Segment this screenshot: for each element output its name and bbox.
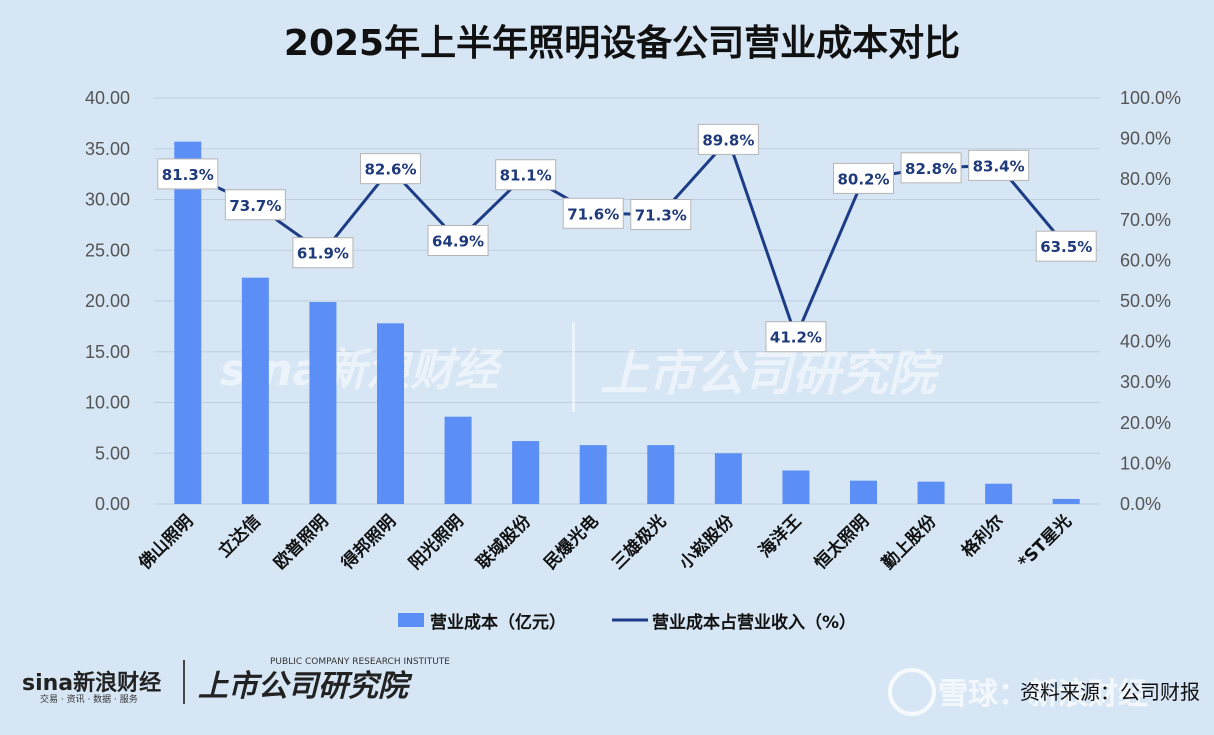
legend-bar-swatch (398, 613, 424, 627)
data-label-box (360, 153, 421, 185)
data-label-box (765, 321, 827, 353)
left-tick-label: 35.00 (85, 139, 130, 159)
chart-title: 2025年上半年照明设备公司营业成本对比 (284, 23, 960, 64)
data-label-box (157, 158, 219, 190)
data-label-box (630, 199, 692, 231)
category-label: 格利尔 (957, 511, 1008, 562)
bar (782, 470, 810, 504)
legend: 营业成本（亿元） 营业成本占营业收入（%） (398, 612, 856, 633)
xueqiu-icon (888, 668, 936, 716)
line-series: 81.3% 73.7% 61.9% 82.6% 64.9% 81.1% 71.6% 71.3%… (157, 123, 1097, 353)
data-label-box (495, 159, 557, 191)
data-label-box (900, 152, 962, 184)
brand-divider (183, 660, 185, 704)
right-tick-label: 0.0% (1120, 494, 1161, 514)
source-note: 资料来源：公司财报 (1020, 680, 1200, 704)
data-label: 61.9% (297, 245, 349, 263)
data-label-box (292, 237, 354, 269)
left-tick-label: 40.00 (85, 88, 130, 108)
legend-bar-label: 营业成本（亿元） (430, 612, 566, 633)
category-label: 欧普照明 (270, 511, 333, 574)
left-tick-label: 15.00 (85, 342, 130, 362)
data-label: 63.5% (1040, 238, 1092, 256)
bar (309, 302, 337, 504)
left-tick-label: 20.00 (85, 291, 130, 311)
category-label: 恒太照明 (810, 511, 873, 574)
right-tick-label: 100.0% (1120, 88, 1181, 108)
xueqiu-watermark: 雪球：新浪财经 (888, 668, 1148, 716)
data-label-box (562, 197, 624, 229)
bar (917, 481, 945, 504)
bar (1052, 498, 1080, 504)
right-tick-label: 20.0% (1120, 413, 1171, 433)
data-label: 89.8% (702, 131, 754, 149)
xueqiu-text: 雪球：新浪财经 (938, 677, 1148, 712)
category-label: 佛山照明 (134, 511, 198, 575)
data-label: 82.6% (364, 161, 416, 179)
data-label: 41.2% (770, 329, 822, 347)
bar (647, 445, 675, 504)
right-axis: 0.0% 10.0% 20.0% 30.0% 40.0% 50.0% 60.0% 70.0% 8… (1120, 88, 1181, 514)
category-label: 海洋王 (755, 511, 806, 562)
right-tick-label: 40.0% (1120, 332, 1171, 352)
right-tick-label: 50.0% (1120, 291, 1171, 311)
data-label: 73.7% (229, 197, 281, 215)
footer-brand: sina新浪财经 交易 · 资讯 · 数据 · 服务 PUBLIC COMPAN… (22, 657, 450, 705)
bar (174, 141, 202, 504)
right-tick-label: 10.0% (1120, 453, 1171, 473)
bar (241, 277, 269, 504)
right-tick-label: 70.0% (1120, 210, 1171, 230)
left-tick-label: 25.00 (85, 240, 130, 260)
watermark-institute-text: 上市公司研究院 (600, 346, 944, 402)
category-label: 小崧股份 (675, 510, 739, 574)
left-tick-label: 0.00 (95, 494, 130, 514)
category-label: 民爆光电 (540, 511, 603, 574)
sina-tagline: 交易 · 资讯 · 数据 · 服务 (40, 693, 138, 705)
data-label-box (968, 149, 1030, 181)
bar (512, 441, 540, 504)
left-tick-label: 30.00 (85, 190, 130, 210)
bar (579, 445, 607, 504)
category-label: 勤上股份 (878, 510, 942, 574)
left-axis: 0.00 5.00 10.00 15.00 20.00 25.00 30.00 35.00 40… (85, 88, 130, 514)
category-label: 阳光照明 (405, 511, 468, 574)
data-label: 71.3% (635, 207, 687, 225)
left-tick-label: 10.00 (85, 393, 130, 413)
right-tick-label: 60.0% (1120, 250, 1171, 270)
category-label: 联域股份 (472, 510, 536, 574)
bar (985, 483, 1013, 504)
data-label-box (833, 162, 894, 194)
data-label: 81.3% (162, 166, 214, 184)
right-tick-label: 80.0% (1120, 169, 1171, 189)
bar (714, 453, 742, 504)
institute-tagline: PUBLIC COMPANY RESEARCH INSTITUTE (270, 657, 450, 667)
category-label: 三雄极光 (607, 511, 670, 574)
category-labels: 佛山照明 立达信 欧普照明 得邦照明 阳光照明 联域股份 民爆光电 三雄极光 小崧股份 海洋王 恒太… (134, 510, 1076, 574)
category-label: 得邦照明 (336, 511, 400, 575)
data-label: 64.9% (432, 233, 484, 251)
institute-logo: 上市公司研究院 (198, 669, 413, 704)
data-label: 80.2% (837, 170, 889, 188)
data-label-box (224, 189, 286, 221)
category-label: 立达信 (214, 511, 265, 562)
sina-logo: sina新浪财经 (22, 670, 161, 696)
bar-series (174, 141, 1080, 504)
bar (444, 416, 472, 504)
category-label: *ST星光 (1014, 511, 1076, 573)
right-tick-label: 30.0% (1120, 372, 1171, 392)
data-label: 82.8% (905, 160, 957, 178)
data-label: 81.1% (500, 167, 552, 185)
data-label-box (697, 123, 759, 155)
data-label: 83.4% (973, 157, 1025, 175)
bar (850, 480, 877, 504)
bar (377, 323, 404, 504)
left-tick-label: 5.00 (95, 443, 130, 463)
right-tick-label: 90.0% (1120, 129, 1171, 149)
watermark-divider (572, 322, 575, 412)
data-label-box (1035, 230, 1097, 262)
data-label: 71.6% (567, 205, 619, 223)
data-label-box (427, 225, 489, 257)
legend-line-label: 营业成本占营业收入（%） (652, 612, 856, 633)
